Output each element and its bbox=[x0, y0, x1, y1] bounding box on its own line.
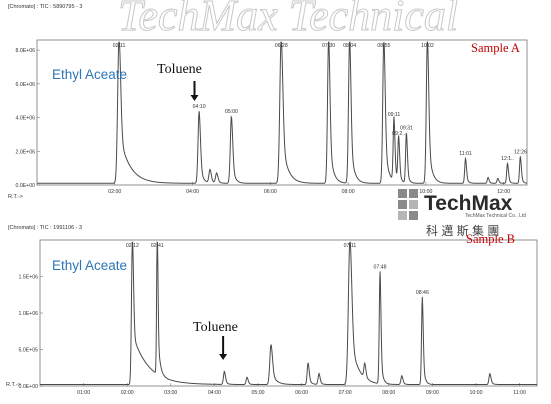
chart-bottom-y-tick-label: 5.0E+05 bbox=[19, 348, 39, 354]
logo-name-part2: Max bbox=[471, 192, 512, 215]
logo-subtitle: TechMax Technical Co., Ltd bbox=[465, 213, 526, 219]
chart-bottom-peak-label: 02:12 bbox=[126, 243, 139, 249]
chart-top-peak-label: 04:10 bbox=[193, 104, 206, 110]
chart-top-header: [Chromato] : TIC : 5890795 - 3 bbox=[8, 4, 83, 10]
chart-bottom: [Chromato] : TIC : 1991106 - 3 0.0E+00 5.… bbox=[6, 225, 538, 396]
chart-bottom-header: [Chromato] : TIC : 1991106 - 3 bbox=[8, 225, 82, 231]
chart-bottom-y-tick-label: 1.0E+06 bbox=[19, 311, 39, 317]
chart-bottom-compound-arrow bbox=[219, 336, 228, 360]
chart-bottom-x-tick-label: 06:00 bbox=[295, 390, 308, 396]
chart-top-y-tick-label: 8.0E+06 bbox=[16, 48, 36, 54]
chart-top-y-tick-label: 2.0E+06 bbox=[16, 149, 36, 155]
chart-bottom-x-tick-label: 11:00 bbox=[513, 390, 526, 396]
chart-top-compound-arrow bbox=[190, 81, 199, 101]
chart-top-peak-label: 09:31 bbox=[400, 126, 413, 132]
chart-top-y-tick-label: 6.0E+06 bbox=[16, 82, 36, 88]
chart-top-y-tick-label: 4.0E+06 bbox=[16, 116, 36, 122]
chart-top-peak-label: 07:30 bbox=[322, 43, 335, 49]
techmax-logo-mark-icon bbox=[398, 189, 418, 220]
chart-bottom-solvent-label: Ethyl Aceate bbox=[52, 258, 127, 273]
chart-top-x-axis: 02:00 04:00 06:00 08:00 10:00 12:00 bbox=[108, 182, 510, 195]
chart-top-peak-label: 08:04 bbox=[343, 43, 356, 49]
logo-name-part1: Tech bbox=[424, 192, 471, 215]
chart-bottom-compound-label: Toluene bbox=[193, 320, 238, 335]
chart-bottom-peak-label: 08:46 bbox=[416, 290, 429, 296]
chart-bottom-peak-label: 02:41 bbox=[151, 243, 164, 249]
chart-top-peak-label: 10:02 bbox=[421, 43, 434, 49]
chart-top-peak-label: 08:55 bbox=[377, 43, 390, 49]
chart-top-x-tick-label: 06:00 bbox=[264, 189, 277, 195]
chart-bottom-x-tick-label: 02:00 bbox=[121, 390, 134, 396]
chart-bottom-x-tick-label: 08:00 bbox=[382, 390, 395, 396]
chart-top-peak-label: 09:2.. bbox=[392, 131, 405, 137]
chart-top-frame bbox=[36, 39, 528, 186]
chart-bottom-rt-label: R.T.-> bbox=[6, 382, 21, 388]
chart-bottom-x-tick-label: 09:00 bbox=[426, 390, 439, 396]
watermark-text: TechMax Technical bbox=[118, 0, 458, 40]
chart-top: [Chromato] : TIC : 5890795 - 3 0.0E+00 2.… bbox=[8, 4, 528, 200]
chart-top-sample-label: Sample A bbox=[471, 41, 520, 55]
logo-chinese: 科 邁 斯 集 團 bbox=[426, 223, 499, 238]
chart-top-peak-label: 05:00 bbox=[225, 109, 238, 115]
chart-top-peak-labels: 02:11 04:10 05:00 06:28 07:30 08:04 08:55 09:11… bbox=[113, 43, 527, 162]
chart-top-x-tick-label: 04:00 bbox=[186, 189, 199, 195]
chart-bottom-series-line bbox=[40, 241, 537, 386]
chart-top-compound-label: Toluene bbox=[157, 62, 202, 77]
chart-top-x-tick-label: 08:00 bbox=[342, 189, 355, 195]
chart-bottom-x-tick-label: 07:00 bbox=[339, 390, 352, 396]
chart-top-x-tick-label: 12:00 bbox=[497, 189, 510, 195]
chart-bottom-peak-labels: 02:12 02:41 07:11 07:48 08:46 bbox=[126, 243, 429, 296]
chart-top-peak-label: 11:01 bbox=[459, 151, 472, 157]
chart-bottom-arrow-head bbox=[219, 354, 228, 360]
techmax-logo: TechMax TechMax Technical Co., Ltd 科 邁 斯… bbox=[398, 189, 526, 238]
chart-bottom-peak-label: 07:48 bbox=[374, 264, 387, 270]
chart-bottom-x-tick-label: 10:00 bbox=[469, 390, 482, 396]
chart-top-series-line bbox=[37, 41, 528, 184]
chart-bottom-y-axis: 0.0E+00 5.0E+05 1.0E+06 1.5E+06 bbox=[19, 275, 43, 390]
chart-bottom-x-axis: 01:00 02:00 03:00 04:00 05:00 06:00 07:00 08:00… bbox=[77, 383, 526, 396]
chart-bottom-x-tick-label: 03:00 bbox=[164, 390, 177, 396]
chart-top-rt-label: R.T.-> bbox=[8, 194, 23, 200]
chart-bottom-x-tick-label: 01:00 bbox=[77, 390, 90, 396]
chart-bottom-x-tick-label: 05:00 bbox=[251, 390, 264, 396]
chart-top-peak-label: 06:28 bbox=[275, 43, 288, 49]
chart-top-y-axis: 0.0E+00 2.0E+06 4.0E+06 6.0E+06 8.0E+06 bbox=[16, 48, 40, 189]
chart-bottom-x-tick-label: 04:00 bbox=[208, 390, 221, 396]
chart-top-arrow-head bbox=[190, 95, 199, 101]
chart-top-x-tick-label: 02:00 bbox=[108, 189, 121, 195]
chart-top-y-tick-label: 0.0E+00 bbox=[16, 183, 36, 189]
chart-top-peak-label: 12:1.. bbox=[501, 156, 514, 162]
chart-bottom-peak-label: 07:11 bbox=[344, 243, 357, 249]
chart-top-peak-label: 09:11 bbox=[388, 112, 401, 118]
chart-top-peak-label: 02:11 bbox=[113, 43, 126, 49]
chart-top-solvent-label: Ethyl Aceate bbox=[52, 67, 127, 82]
chart-bottom-y-tick-label: 0.0E+00 bbox=[19, 384, 39, 390]
logo-name: TechMax bbox=[424, 192, 513, 215]
chart-top-peak-label: 12:26 bbox=[514, 149, 527, 155]
chart-top-x-tick-label: 10:00 bbox=[419, 189, 432, 195]
chart-bottom-y-tick-label: 1.5E+06 bbox=[19, 275, 39, 281]
chart-bottom-sample-label: Sample B bbox=[466, 232, 515, 246]
